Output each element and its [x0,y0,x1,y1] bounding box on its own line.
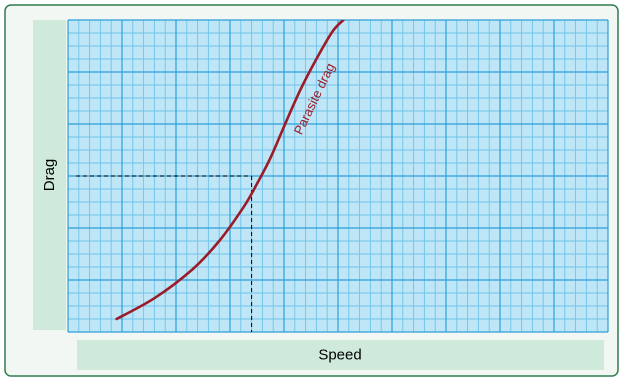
x-axis-label: Speed [318,347,361,364]
x-axis-label-panel [77,340,604,370]
y-axis-label: Drag [41,159,58,192]
y-axis-label-panel [33,20,66,330]
reference-lines [76,175,253,332]
series-line-parasite-drag [115,20,345,321]
